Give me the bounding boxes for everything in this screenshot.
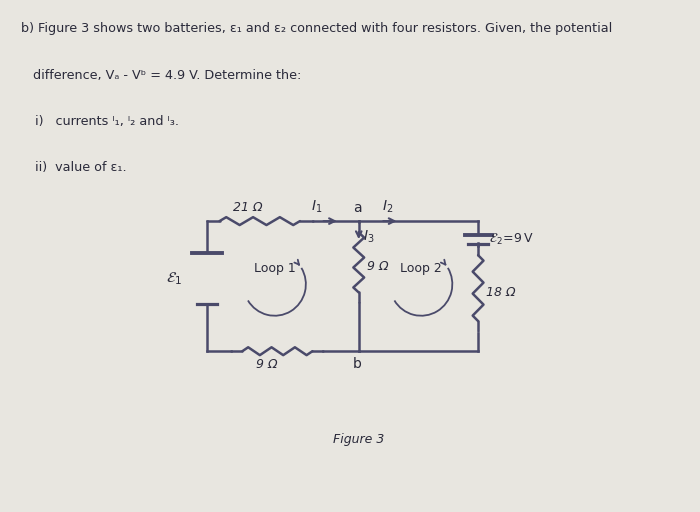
Text: difference, Vₐ - Vᵇ = 4.9 V. Determine the:: difference, Vₐ - Vᵇ = 4.9 V. Determine t… [21, 69, 302, 82]
Text: 9 Ω: 9 Ω [367, 260, 389, 273]
Text: b) Figure 3 shows two batteries, ε₁ and ε₂ connected with four resistors. Given,: b) Figure 3 shows two batteries, ε₁ and … [21, 22, 612, 34]
Text: 21 Ω: 21 Ω [233, 201, 262, 214]
Text: 9 Ω: 9 Ω [256, 358, 277, 371]
Text: Loop 1: Loop 1 [254, 262, 295, 275]
Text: i)   currents ᴵ₁, ᴵ₂ and ᴵ₃.: i) currents ᴵ₁, ᴵ₂ and ᴵ₃. [35, 115, 179, 127]
Text: $\mathcal{E}_1$: $\mathcal{E}_1$ [166, 270, 183, 287]
Text: Figure 3: Figure 3 [333, 433, 384, 446]
Text: $\mathit{I_2}$: $\mathit{I_2}$ [382, 198, 393, 215]
Text: a: a [353, 201, 361, 215]
Text: $\mathit{I_1}$: $\mathit{I_1}$ [311, 198, 322, 215]
Text: 18 Ω: 18 Ω [486, 286, 516, 298]
Text: ii)  value of ε₁.: ii) value of ε₁. [35, 161, 127, 174]
Text: b: b [353, 357, 362, 371]
Text: Loop 2: Loop 2 [400, 262, 442, 275]
Text: $\mathcal{E}_2\!=\!9\,\mathrm{V}$: $\mathcal{E}_2\!=\!9\,\mathrm{V}$ [489, 232, 533, 247]
Text: $\mathit{I_3}$: $\mathit{I_3}$ [363, 228, 374, 245]
